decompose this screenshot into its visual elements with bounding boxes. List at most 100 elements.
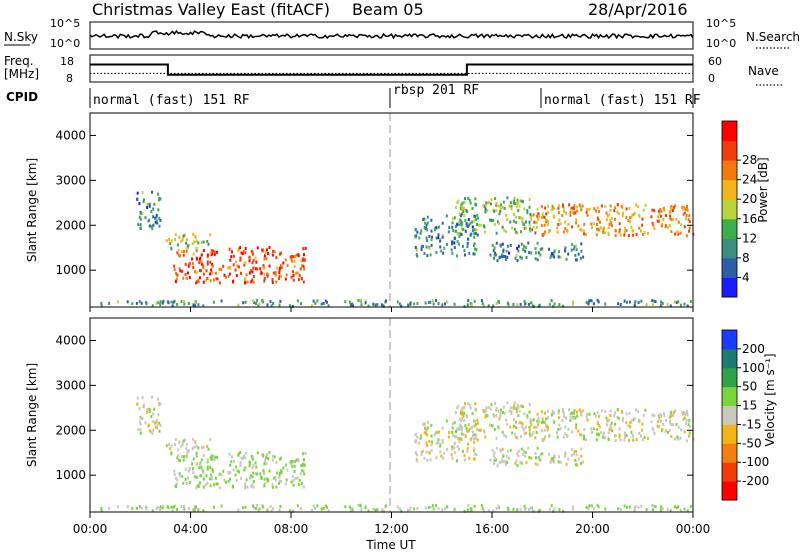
power-cell bbox=[562, 230, 565, 234]
velocity-cell bbox=[536, 446, 539, 450]
velocity-cell bbox=[108, 506, 111, 510]
power-cell bbox=[194, 304, 197, 308]
velocity-cell bbox=[424, 426, 427, 430]
power-cell bbox=[511, 226, 514, 230]
power-cell bbox=[625, 216, 628, 220]
velocity-cell bbox=[441, 439, 444, 443]
velocity-cell bbox=[184, 467, 187, 471]
power-cell bbox=[210, 249, 213, 253]
velocity-cell bbox=[248, 476, 251, 480]
velocity-cell bbox=[489, 407, 492, 411]
velocity-cell bbox=[662, 411, 665, 415]
power-cell bbox=[420, 248, 423, 252]
velocity-cell bbox=[679, 436, 682, 440]
velocity-cell bbox=[451, 426, 454, 430]
velocity-cell bbox=[686, 413, 689, 417]
power-cell bbox=[202, 266, 205, 270]
power-cell bbox=[458, 235, 461, 239]
power-cell bbox=[265, 248, 268, 252]
velocity-cell bbox=[539, 452, 542, 456]
power-cell bbox=[204, 278, 207, 282]
velocity-cell bbox=[178, 441, 181, 445]
power-cell bbox=[181, 238, 184, 242]
velocity-cell bbox=[251, 455, 254, 459]
power-cell bbox=[269, 300, 272, 304]
velocity-cell bbox=[302, 485, 305, 489]
velocity-cell bbox=[599, 431, 602, 435]
power-cell bbox=[563, 249, 566, 253]
power-cell bbox=[256, 246, 259, 250]
velocity-cell bbox=[296, 504, 299, 508]
velocity-cell bbox=[521, 422, 524, 426]
power-cell bbox=[172, 300, 175, 304]
power-cell bbox=[248, 271, 251, 275]
velocity-cell bbox=[484, 435, 487, 439]
power-cell bbox=[210, 268, 213, 272]
velocity-cell bbox=[441, 440, 444, 444]
velocity-cell bbox=[547, 425, 550, 429]
power-cell bbox=[579, 227, 582, 231]
velocity-cell bbox=[209, 477, 212, 481]
power-cell bbox=[660, 300, 663, 304]
power-cell bbox=[688, 214, 691, 218]
velocity-cell bbox=[462, 432, 465, 436]
noise-left-label: N.Sky bbox=[4, 30, 38, 44]
velocity-cell bbox=[262, 454, 265, 458]
power-cell bbox=[457, 242, 460, 246]
power-cell bbox=[489, 202, 492, 206]
power-cell bbox=[687, 217, 690, 221]
power-cell bbox=[435, 226, 438, 230]
velocity-cell bbox=[146, 411, 149, 415]
cpid-segment-2: rbsp 201 RF bbox=[393, 83, 479, 98]
velocity-cell bbox=[254, 472, 257, 476]
velocity-cell bbox=[472, 449, 475, 453]
power-cell bbox=[136, 191, 139, 195]
velocity-cell bbox=[534, 462, 537, 466]
power-cell bbox=[419, 231, 422, 235]
velocity-cell bbox=[304, 451, 307, 455]
power-cell bbox=[242, 301, 245, 305]
power-cell bbox=[467, 224, 470, 228]
power-cell bbox=[324, 299, 327, 303]
velocity-cell bbox=[145, 507, 148, 511]
power-cell bbox=[223, 273, 226, 277]
velocity-cell bbox=[475, 433, 478, 437]
power-cell bbox=[252, 259, 255, 263]
velocity-cell bbox=[688, 431, 691, 435]
power-cell bbox=[165, 239, 168, 243]
power-colorbar-tick-label: 4 bbox=[742, 270, 750, 284]
velocity-cell bbox=[572, 416, 575, 420]
power-cell bbox=[522, 248, 525, 252]
power-cell bbox=[446, 300, 449, 304]
power-cell bbox=[220, 268, 223, 272]
velocity-cell bbox=[263, 481, 266, 485]
velocity-cell bbox=[413, 507, 416, 511]
velocity-cell bbox=[292, 483, 295, 487]
velocity-cell bbox=[364, 504, 367, 508]
velocity-cell bbox=[496, 425, 499, 429]
velocity-cell bbox=[473, 504, 476, 508]
power-cell bbox=[613, 209, 616, 213]
power-cell bbox=[596, 217, 599, 221]
power-cell bbox=[428, 234, 431, 238]
velocity-cell bbox=[637, 410, 640, 414]
power-cell bbox=[454, 225, 457, 229]
velocity-cell bbox=[576, 414, 579, 418]
power-cell bbox=[667, 225, 670, 229]
velocity-cell bbox=[688, 424, 691, 428]
velocity-cell bbox=[592, 427, 595, 431]
power-cell bbox=[479, 223, 482, 227]
velocity-cell bbox=[536, 419, 539, 423]
power-cell bbox=[592, 222, 595, 226]
velocity-cell bbox=[645, 508, 648, 512]
power-cell bbox=[505, 230, 508, 234]
power-cell bbox=[529, 212, 532, 216]
velocity-cell bbox=[212, 505, 215, 509]
velocity-cell bbox=[625, 505, 628, 509]
power-cell bbox=[536, 214, 539, 218]
velocity-cell bbox=[557, 411, 560, 415]
power-cell bbox=[670, 218, 673, 222]
velocity-cell bbox=[471, 430, 474, 434]
velocity-cell bbox=[513, 432, 516, 436]
velocity-cell bbox=[494, 402, 497, 406]
